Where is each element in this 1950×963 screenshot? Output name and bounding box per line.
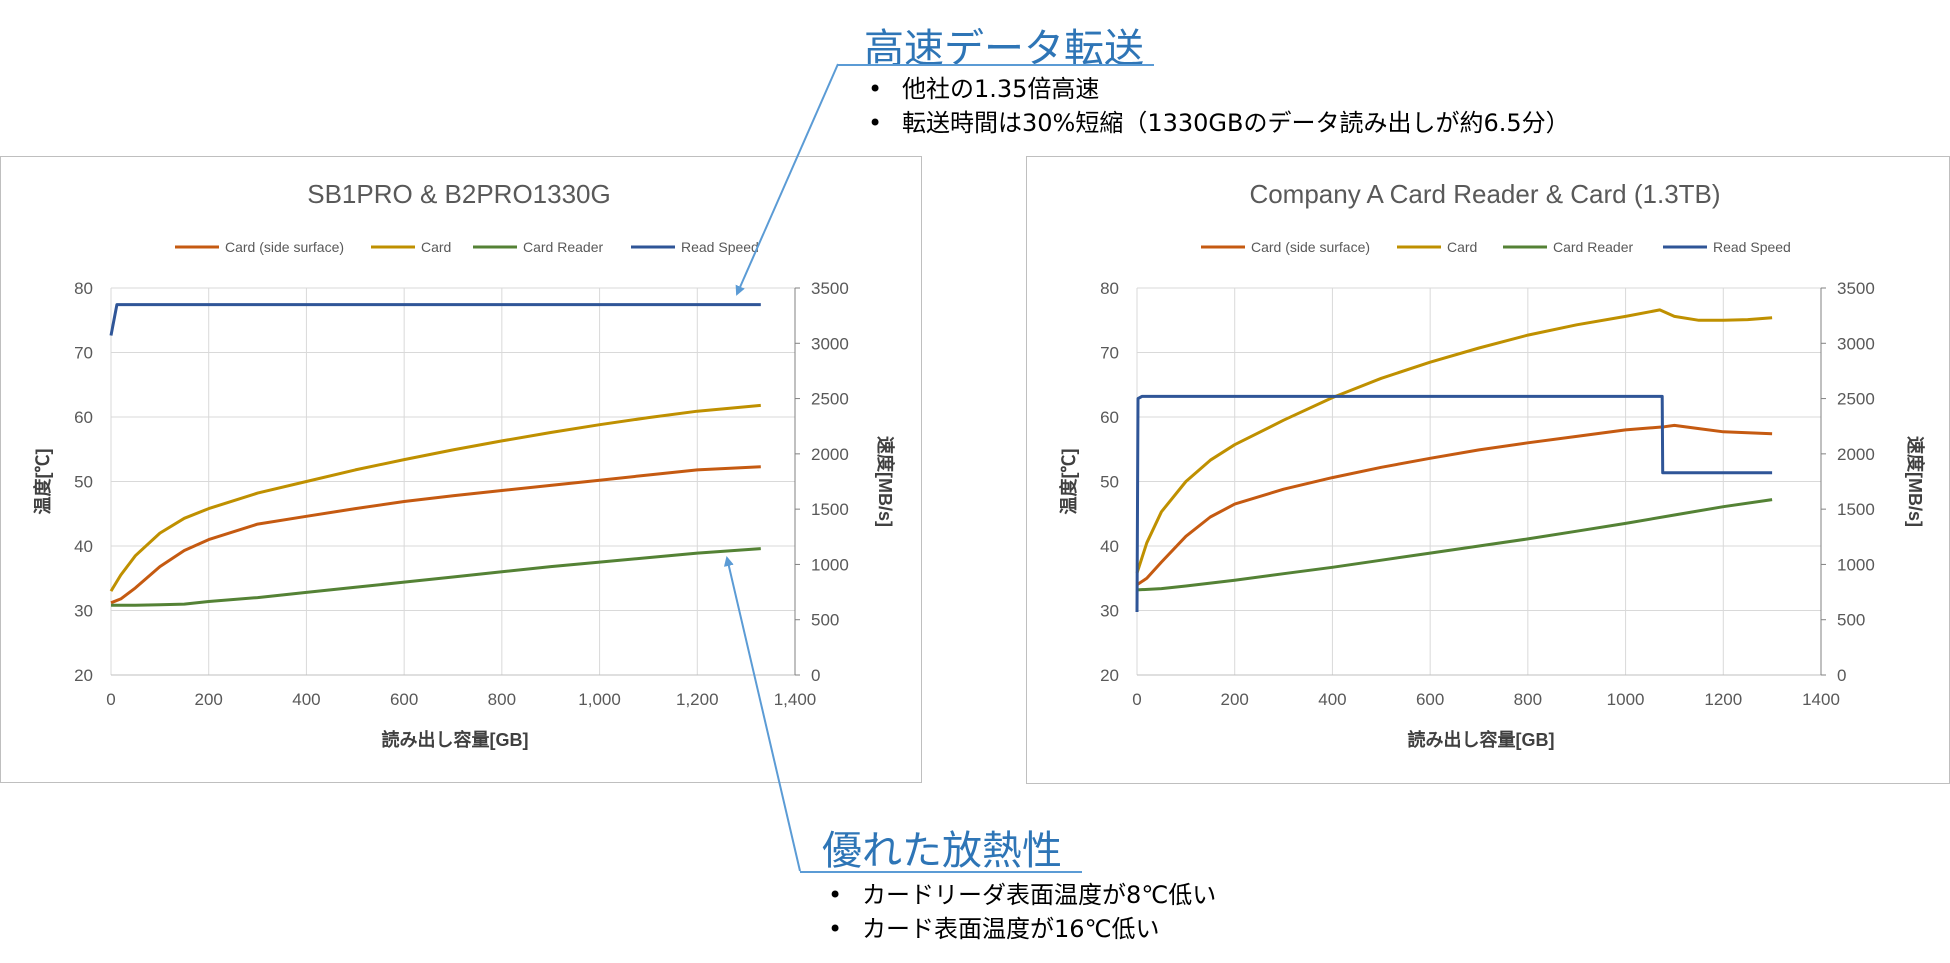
y2-tick-label: 500 bbox=[1837, 611, 1865, 630]
series-line bbox=[1136, 423, 1773, 586]
x-tick-label: 1,400 bbox=[774, 690, 817, 709]
y2-tick-label: 3500 bbox=[811, 279, 849, 298]
callout-bullets-speed: 他社の1.35倍高速 転送時間は30%短縮（1330GBのデータ読み出しが約6.… bbox=[868, 72, 1570, 140]
legend-label: Card (side surface) bbox=[1251, 239, 1370, 255]
y-tick-label: 40 bbox=[74, 537, 93, 556]
y-tick-label: 80 bbox=[1100, 279, 1119, 298]
y-axis-label: 温度[℃] bbox=[1058, 449, 1079, 515]
legend-label: Card (side surface) bbox=[225, 239, 344, 255]
series-line bbox=[1135, 394, 1773, 613]
legend-label: Card Reader bbox=[523, 239, 603, 255]
y-tick-label: 50 bbox=[1100, 473, 1119, 492]
y2-tick-label: 1000 bbox=[811, 555, 849, 574]
legend-label: Card bbox=[1447, 239, 1477, 255]
y2-axis-label: 速度[MB/s] bbox=[1905, 436, 1926, 527]
y-tick-label: 80 bbox=[74, 279, 93, 298]
x-tick-label: 1,000 bbox=[578, 690, 621, 709]
callout-underline-heat bbox=[800, 871, 1082, 873]
x-tick-label: 600 bbox=[390, 690, 418, 709]
y2-tick-label: 500 bbox=[811, 611, 839, 630]
chart-company-a: Company A Card Reader & Card (1.3TB) 0 200… bbox=[1026, 156, 1950, 784]
y-tick-label: 30 bbox=[74, 602, 93, 621]
bullet-item: 他社の1.35倍高速 bbox=[868, 72, 1570, 106]
y2-axis-label: 速度[MB/s] bbox=[875, 436, 896, 527]
x-tick-label: 1400 bbox=[1802, 690, 1840, 709]
y2-tick-label: 3000 bbox=[811, 334, 849, 353]
y-tick-label: 50 bbox=[74, 473, 93, 492]
y2-tick-label: 3000 bbox=[1837, 334, 1875, 353]
y2-tick-label: 2500 bbox=[811, 390, 849, 409]
x-tick-label: 800 bbox=[488, 690, 516, 709]
x-tick-label: 0 bbox=[1132, 690, 1141, 709]
legend-label: Read Speed bbox=[1713, 239, 1791, 255]
x-axis-label: 読み出し容量[GB] bbox=[1408, 729, 1555, 750]
x-tick-label: 1,200 bbox=[676, 690, 719, 709]
x-tick-label: 400 bbox=[292, 690, 320, 709]
y-axis-label: 温度[℃] bbox=[32, 449, 53, 515]
x-tick-label: 200 bbox=[195, 690, 223, 709]
callout-bullets-heat: カードリーダ表面温度が8℃低い カード表面温度が16℃低い bbox=[828, 878, 1216, 946]
x-tick-label: 800 bbox=[1514, 690, 1542, 709]
arrow-to-speed-line bbox=[735, 63, 839, 296]
series-line bbox=[110, 465, 761, 605]
callout-title-heat: 優れた放熱性 bbox=[822, 828, 1062, 874]
bullet-item: カード表面温度が16℃低い bbox=[828, 912, 1216, 946]
series-line bbox=[109, 303, 761, 336]
x-tick-label: 200 bbox=[1221, 690, 1249, 709]
legend-label: Card Reader bbox=[1553, 239, 1633, 255]
y-tick-label: 40 bbox=[1100, 537, 1119, 556]
y2-tick-label: 2000 bbox=[811, 445, 849, 464]
bullet-item: 転送時間は30%短縮（1330GBのデータ読み出しが約6.5分） bbox=[868, 106, 1570, 140]
legend-label: Read Speed bbox=[681, 239, 759, 255]
y-tick-label: 20 bbox=[1100, 666, 1119, 685]
series-line bbox=[1136, 498, 1773, 592]
chart-sb1pro: SB1PRO & B2PRO1330G 0 200 400 600 800 1,000 1,2… bbox=[0, 156, 922, 783]
y2-tick-label: 2500 bbox=[1837, 390, 1875, 409]
x-axis-label: 読み出し容量[GB] bbox=[382, 729, 529, 750]
arrow-to-reader-line bbox=[723, 556, 801, 872]
y2-tick-label: 2000 bbox=[1837, 445, 1875, 464]
series-line bbox=[1135, 308, 1773, 574]
y-tick-label: 60 bbox=[74, 408, 93, 427]
y2-tick-label: 1000 bbox=[1837, 555, 1875, 574]
chart-title: Company A Card Reader & Card (1.3TB) bbox=[1249, 179, 1720, 209]
y2-tick-label: 0 bbox=[1837, 666, 1846, 685]
chart-title: SB1PRO & B2PRO1330G bbox=[307, 179, 610, 209]
chart-company-a-svg: Company A Card Reader & Card (1.3TB)0 200… bbox=[1058, 179, 1926, 750]
x-tick-label: 1200 bbox=[1704, 690, 1742, 709]
x-tick-label: 600 bbox=[1416, 690, 1444, 709]
y2-tick-label: 1500 bbox=[811, 500, 849, 519]
y2-tick-label: 3500 bbox=[1837, 279, 1875, 298]
series-line bbox=[111, 547, 761, 607]
y-tick-label: 60 bbox=[1100, 408, 1119, 427]
y2-tick-label: 0 bbox=[811, 666, 820, 685]
x-tick-label: 1000 bbox=[1607, 690, 1645, 709]
y-tick-label: 30 bbox=[1100, 602, 1119, 621]
y-tick-label: 20 bbox=[74, 666, 93, 685]
x-tick-label: 400 bbox=[1318, 690, 1346, 709]
y-tick-label: 70 bbox=[1100, 344, 1119, 363]
y-tick-label: 70 bbox=[74, 344, 93, 363]
y2-tick-label: 1500 bbox=[1837, 500, 1875, 519]
callout-underline-speed bbox=[838, 64, 1154, 66]
legend-label: Card bbox=[421, 239, 451, 255]
x-tick-label: 0 bbox=[106, 690, 115, 709]
bullet-item: カードリーダ表面温度が8℃低い bbox=[828, 878, 1216, 912]
series-line bbox=[109, 403, 761, 592]
